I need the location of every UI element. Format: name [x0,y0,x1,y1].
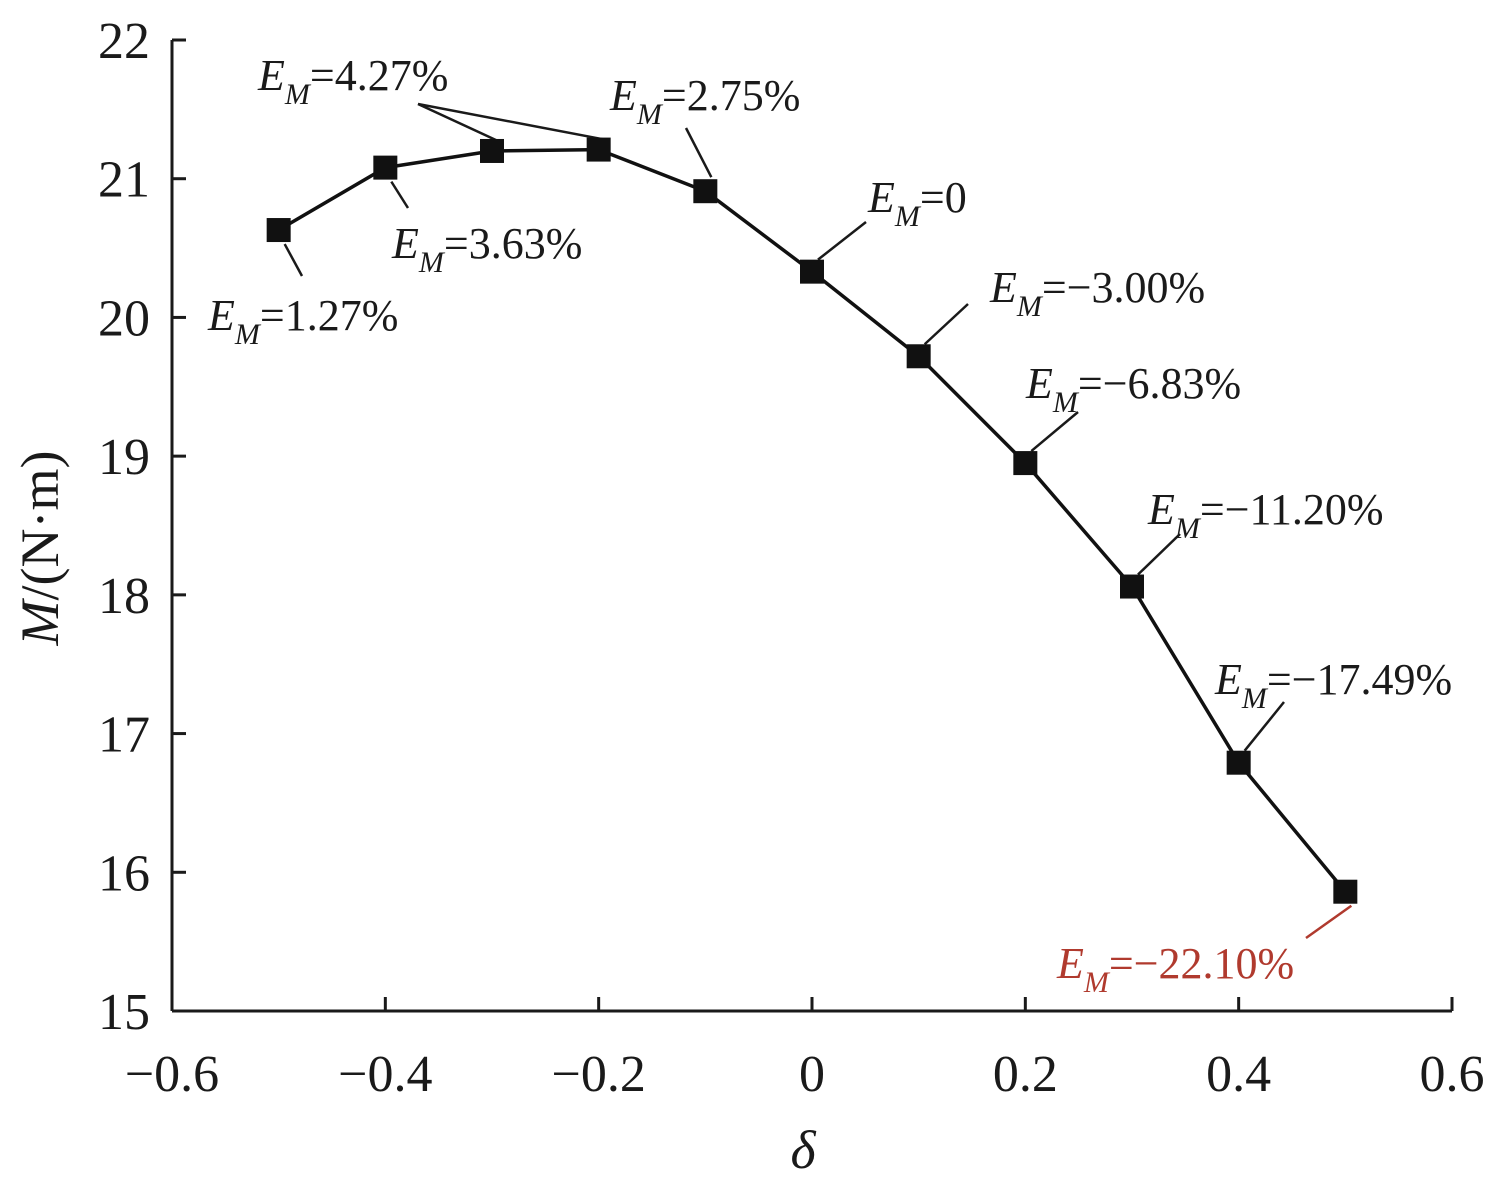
y-tick-label: 15 [98,984,150,1041]
annotation-label: EM=−17.49% [1214,655,1452,715]
y-tick-label: 17 [98,707,150,764]
annotation-leader [417,102,605,141]
annotation-leader [1305,904,1353,940]
y-tick-label: 16 [98,845,150,902]
y-tick-label: 21 [98,152,150,209]
data-point-marker [1333,879,1358,904]
annotation-label: EM=1.27% [207,291,398,351]
annotation-leaders [283,102,1353,940]
annotation-leader [923,303,969,346]
data-point-marker [693,179,718,204]
annotation-leader [1030,411,1079,453]
y-axis-title-var: M [10,597,70,646]
data-point-marker [800,259,824,284]
y-tick-label: 20 [98,290,150,347]
x-tick-label: 0.6 [1420,1046,1485,1103]
data-point-marker [373,155,398,180]
data-point-marker [906,344,931,369]
annotation-label: EM=2.75% [609,71,800,131]
data-series [266,137,1358,904]
x-axis-title: δ [790,1120,816,1180]
y-tick-label: 22 [98,13,150,70]
y-tick-label: 19 [98,429,150,486]
data-point-marker [480,138,504,163]
annotation-label: EM=0 [867,173,967,233]
y-tick-label: 18 [98,568,150,625]
annotation-leader [817,221,867,261]
data-point-marker [1120,574,1144,599]
data-point-marker [266,218,291,243]
y-axis-title-unit: /(N·m) [10,451,70,601]
x-tick-label: 0.2 [993,1046,1058,1103]
annotation-leader [283,243,304,277]
x-tick-label: −0.2 [552,1046,646,1103]
annotation-label: EM=3.63% [391,219,582,279]
annotations: EM=1.27% EM=3.63% EM=4.27% EM=2.75% EM=0 EM=−… [207,51,1452,999]
x-tick-label: 0 [799,1046,825,1103]
annotation-label: EM=−3.00% [989,263,1205,323]
data-point-marker [1226,750,1251,775]
annotation-label: EM=−11.20% [1147,485,1384,545]
annotation-leader [1243,701,1285,752]
annotation-leader [390,180,410,209]
x-tick-label: 0.4 [1206,1046,1271,1103]
annotation-leader [684,127,713,178]
x-tick-label: −0.4 [338,1046,432,1103]
x-tick-label: −0.6 [125,1046,219,1103]
data-point-marker [586,137,611,162]
annotation-label: EM=−22.10% [1056,939,1294,999]
annotation-label: EM=−6.83% [1025,359,1241,419]
annotation-label: EM=4.27% [257,51,448,111]
annotation-leader [417,102,499,143]
ticks: 15 16 17 18 19 20 21 22 −0.6 −0.4 −0.2 0 0.2 0.4 0.6 [98,13,1485,1103]
data-point-marker [1013,451,1038,476]
y-axis-title: M/(N·m) [10,451,70,647]
annotation-leader [1137,533,1181,576]
